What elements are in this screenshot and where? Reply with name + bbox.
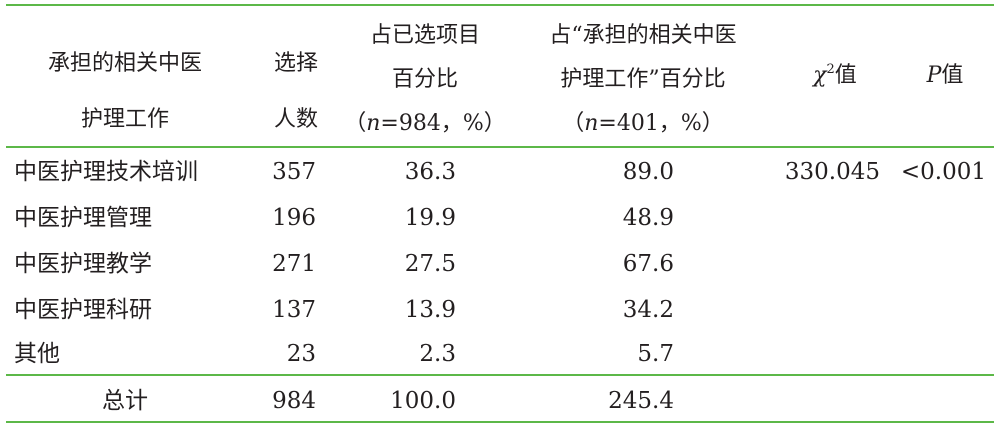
row-pct-selected: 27.5 — [404, 251, 456, 277]
row-pct-work: 5.7 — [637, 341, 674, 367]
row-count: 137 — [272, 297, 316, 323]
header-pct-work-line1: 占“承担的相关中医 — [549, 23, 737, 48]
header-p-value: P值 — [926, 63, 964, 88]
header-work-line2: 护理工作 — [80, 107, 169, 132]
row-count: 271 — [272, 251, 316, 277]
row-chi-square: 330.045 — [784, 159, 880, 185]
row-pct-selected: 2.3 — [419, 341, 456, 367]
header-count-line1: 选择 — [273, 51, 318, 76]
row-work: 其他 — [14, 341, 60, 367]
header-pct-selected-n: （n=984，%） — [344, 111, 506, 136]
header-count: 选择 人数 — [258, 36, 334, 148]
row-pct-work: 89.0 — [622, 159, 674, 185]
header-pct-work: 占“承担的相关中医 护理工作”百分比 （n=401，%） — [520, 14, 766, 146]
row-pct-selected: 36.3 — [404, 159, 456, 185]
row-work: 中医护理技术培训 — [14, 159, 198, 185]
row-count: 23 — [286, 341, 316, 367]
row-work: 中医护理管理 — [14, 205, 152, 231]
header-work-line1: 承担的相关中医 — [47, 51, 202, 76]
total-pct-selected: 100.0 — [390, 388, 456, 414]
total-pct-work: 245.4 — [608, 388, 674, 414]
header-work: 承担的相关中医 护理工作 — [10, 36, 240, 148]
row-pct-selected: 19.9 — [404, 205, 456, 231]
header-count-line2: 人数 — [273, 107, 318, 132]
header-rule — [6, 146, 994, 148]
header-pct-selected-line1: 占已选项目 — [369, 23, 480, 48]
total-count: 984 — [272, 388, 316, 414]
row-p-value: <0.001 — [900, 159, 986, 185]
row-count: 196 — [272, 205, 316, 231]
total-label: 总计 — [102, 388, 148, 414]
row-work: 中医护理教学 — [14, 251, 152, 277]
header-pct-selected-line2: 百分比 — [391, 67, 458, 92]
header-pct-work-line2: 护理工作”百分比 — [560, 67, 726, 92]
top-rule — [6, 4, 994, 6]
header-pct-work-n: （n=401，%） — [562, 111, 724, 136]
row-count: 357 — [272, 159, 316, 185]
row-work: 中医护理科研 — [14, 297, 152, 323]
total-rule — [6, 374, 994, 376]
row-pct-work: 67.6 — [622, 251, 674, 277]
row-pct-work: 34.2 — [622, 297, 674, 323]
row-pct-selected: 13.9 — [404, 297, 456, 323]
row-pct-work: 48.9 — [622, 205, 674, 231]
header-pct-selected: 占已选项目 百分比 （n=984，%） — [340, 14, 510, 146]
header-chi-square: χ2值 — [813, 62, 857, 88]
bottom-rule — [6, 421, 994, 423]
